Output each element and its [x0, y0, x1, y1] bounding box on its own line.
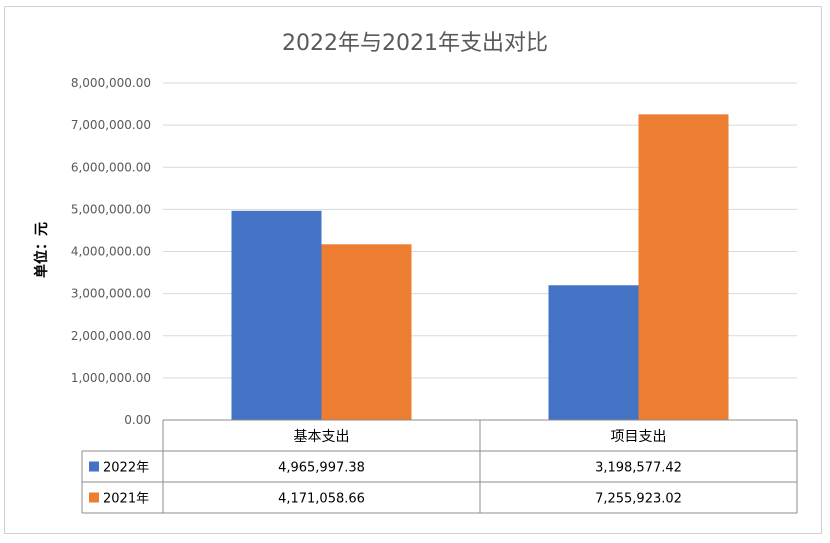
y-tick-label: 6,000,000.00	[71, 160, 151, 174]
y-tick-label: 0.00	[124, 413, 151, 427]
y-axis-label: 单位：元	[33, 222, 50, 278]
y-tick-labels: 0.00 1,000,000.00 2,000,000.00 3,000,000.00…	[71, 76, 151, 427]
x-category-label: 基本支出	[294, 428, 350, 445]
legend-label: 2021年	[103, 492, 149, 507]
data-table: 基本支出 项目支出 2022年 4,965,997.38 3,198,577.42 202…	[82, 420, 797, 513]
y-tick-label: 7,000,000.00	[71, 118, 151, 132]
y-tick-label: 2,000,000.00	[71, 329, 151, 343]
y-tick-label: 3,000,000.00	[71, 287, 151, 301]
bar-series-1	[232, 211, 322, 420]
data-label: 7,255,923.02	[595, 492, 682, 507]
x-category-label: 项目支出	[611, 429, 667, 445]
bars	[232, 114, 729, 420]
bar-series-2	[322, 244, 412, 420]
legend-swatch	[89, 493, 99, 503]
y-tick-label: 4,000,000.00	[71, 245, 151, 259]
legend-label: 2022年	[103, 461, 149, 476]
data-label: 4,965,997.38	[278, 461, 365, 476]
legend-swatch	[89, 462, 99, 472]
bar-series-2	[639, 114, 729, 420]
y-tick-label: 5,000,000.00	[71, 202, 151, 216]
data-label: 4,171,058.66	[278, 492, 365, 507]
chart-title: 2022年与2021年支出对比	[282, 31, 548, 56]
bar-series-1	[549, 285, 639, 420]
data-label: 3,198,577.42	[595, 461, 682, 476]
y-tick-label: 1,000,000.00	[71, 371, 151, 385]
y-tick-label: 8,000,000.00	[71, 76, 151, 90]
